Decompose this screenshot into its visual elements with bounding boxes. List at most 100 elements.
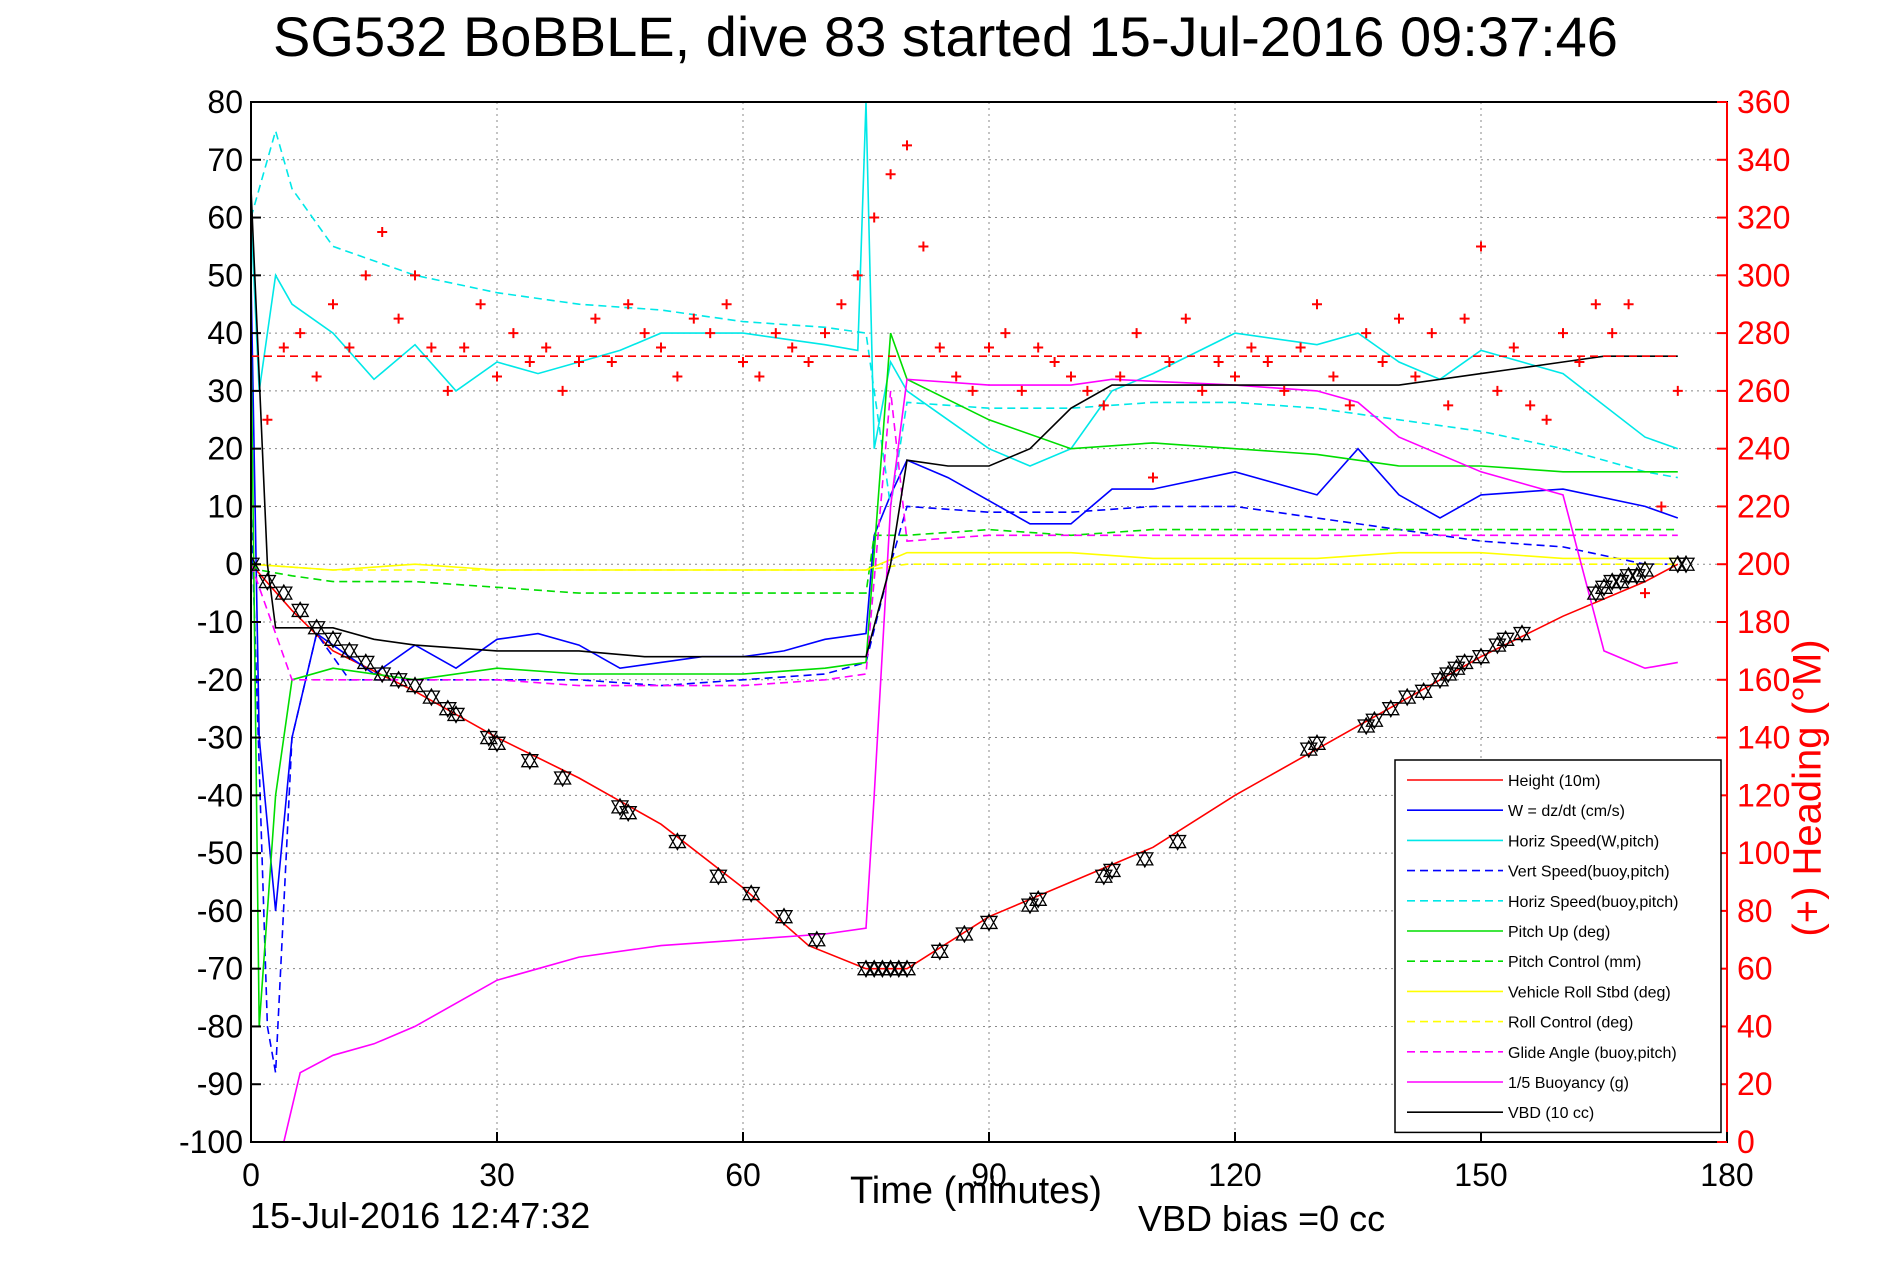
y-tick-label: -50 [197,835,243,871]
depth-marker [1488,635,1507,655]
right-tick-label: 80 [1737,893,1773,929]
depth-marker [1168,832,1187,851]
right-tick-label: 0 [1737,1124,1755,1160]
heading-point [1672,385,1683,396]
heading-point [574,357,584,367]
y-tick-label: -30 [197,720,243,756]
heading-point [967,385,978,396]
x-tick-label: 120 [1208,1157,1261,1193]
heading-point [1492,385,1503,396]
heading-point [360,270,371,281]
heading-point [344,342,355,353]
depth-marker [1430,670,1450,690]
heading-point [803,357,814,367]
heading-point [639,328,650,339]
heading-point [1656,501,1667,512]
depth-marker [1029,890,1048,909]
heading-point [1066,371,1076,382]
heading-point [1426,328,1437,339]
right-axis-label: (+) Heading (°M) [1785,639,1830,937]
depth-marker [610,797,630,817]
heading-point [590,313,601,324]
heading-point [1279,385,1290,396]
y-tick-label: 80 [207,84,243,120]
heading-point [1148,472,1158,483]
depth-marker [1135,849,1154,869]
x-tick-label: 0 [242,1157,260,1193]
depth-marker [1512,624,1532,643]
series-vbd-10-cc [251,188,1678,658]
heading-point [442,385,453,396]
heading-point [1344,400,1355,411]
depth-marker [1307,734,1327,753]
series-roll-control-deg [251,563,1678,571]
heading-point [1180,313,1191,324]
depth-marker [1357,716,1376,736]
heading-point [1508,342,1519,353]
heading-point [1131,328,1142,339]
heading-point [1328,371,1339,382]
heading-point [459,342,470,353]
heading-point [1312,299,1322,310]
heading-point [770,328,781,339]
depth-marker [487,734,507,753]
depth-marker [955,924,974,944]
right-tick-label: 140 [1737,720,1790,756]
heading-point [656,342,666,353]
heading-point [1033,342,1044,353]
depth-marker [807,930,826,950]
heading-point [902,140,912,151]
heading-point [1213,357,1224,367]
heading-point [934,342,945,353]
legend-label: Vehicle Roll Stbd (deg) [1508,984,1671,1001]
legend-label: W = dz/dt (cm/s) [1508,803,1625,820]
y-tick-label: 60 [207,200,243,236]
series-pitch-control-mm [251,528,1678,594]
heading-point [524,357,535,367]
x-tick-label: 150 [1454,1157,1507,1193]
depth-marker [1471,647,1491,666]
heading-point [1443,400,1454,411]
heading-point [475,299,486,310]
y-tick-label: 50 [207,257,243,293]
heading-point [1295,342,1306,353]
heading-point [918,241,929,252]
y-tick-label: -60 [197,893,243,929]
right-tick-label: 100 [1737,835,1790,871]
depth-marker [258,572,277,591]
heading-point [672,371,683,382]
depth-marker [1627,566,1646,586]
heading-point [1459,313,1470,324]
heading-point [1574,357,1585,367]
right-tick-label: 320 [1737,200,1790,236]
heading-point [328,299,338,310]
heading-point [623,299,634,310]
depth-marker [668,832,687,851]
legend-label: Horiz Speed(buoy,pitch) [1508,894,1678,911]
heading-point [984,342,994,353]
heading-point [688,313,699,324]
depth-marker [479,728,498,747]
x-tick-label: 90 [971,1157,1007,1193]
y-tick-label: -100 [179,1124,243,1160]
depth-marker [323,630,343,649]
heading-point [705,328,716,339]
right-tick-label: 120 [1737,777,1790,813]
depth-marker [897,959,917,978]
right-tick-label: 180 [1737,604,1790,640]
y-tick-label: -40 [197,777,243,813]
legend-label: 1/5 Buoyancy (g) [1508,1075,1629,1092]
depth-marker [553,768,572,788]
depth-marker [340,641,359,661]
heading-point [1246,342,1257,353]
heading-point [1541,414,1552,425]
y-tick-label: 20 [207,431,243,467]
heading-point [557,385,568,396]
y-tick-label: -70 [197,951,243,987]
depth-marker [356,653,375,672]
right-tick-label: 300 [1737,257,1790,293]
heading-point [1525,400,1536,411]
heading-point [1361,328,1372,339]
heading-point [787,342,798,353]
heading-point [311,371,322,382]
